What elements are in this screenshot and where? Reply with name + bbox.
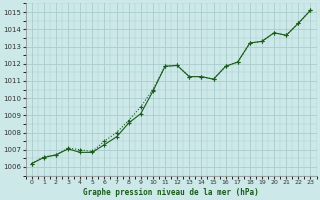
X-axis label: Graphe pression niveau de la mer (hPa): Graphe pression niveau de la mer (hPa): [83, 188, 259, 197]
